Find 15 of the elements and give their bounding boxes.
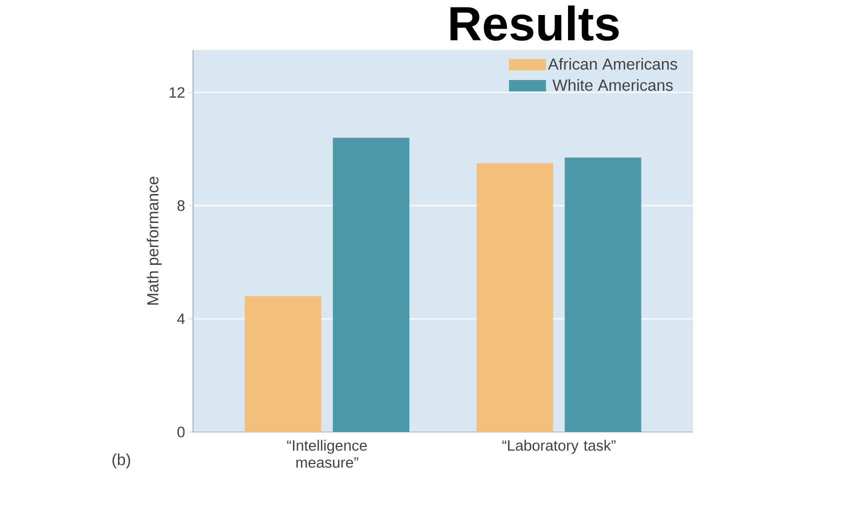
bar <box>476 163 554 432</box>
x-tick-label: “Laboratory task” <box>502 440 616 454</box>
chart-title: Results <box>450 6 619 41</box>
bar <box>564 158 642 432</box>
bar <box>332 138 410 432</box>
legend-label: White Americans <box>552 79 673 91</box>
legend-label: African Americans <box>548 58 678 70</box>
y-axis-title: Math performance <box>146 176 162 305</box>
y-tick-label: 8 <box>178 200 185 211</box>
bar <box>244 296 322 432</box>
y-tick-label: 0 <box>177 426 185 438</box>
y-tick-label: 4 <box>177 314 185 324</box>
y-tick-label: 12 <box>170 87 184 98</box>
text: (b) <box>112 454 130 468</box>
x-tick-label: “Intelligence measure” <box>287 440 367 468</box>
